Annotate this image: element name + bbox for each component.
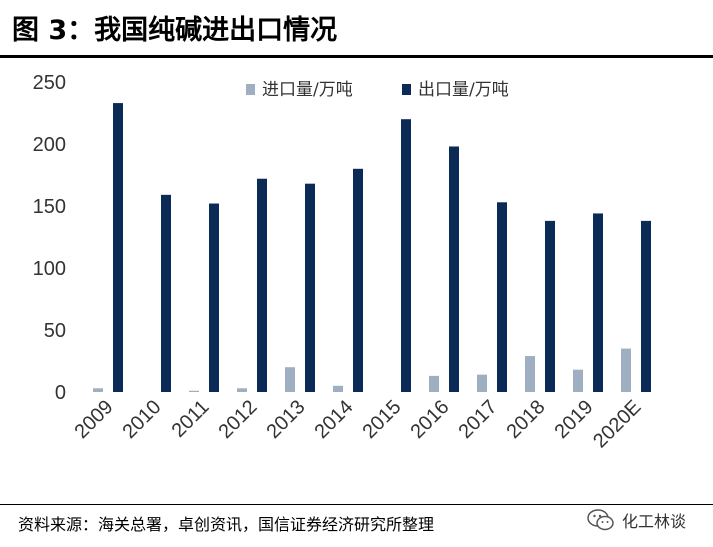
import-bar (573, 369, 583, 392)
import-bar (477, 374, 487, 392)
x-tick-label: 2009 (71, 396, 118, 443)
legend-swatch (246, 84, 255, 95)
export-bar (257, 178, 267, 392)
y-tick-label: 50 (44, 320, 66, 342)
legend-swatch (402, 84, 411, 95)
x-tick-label: 2020E (589, 396, 645, 452)
export-bar (641, 220, 651, 392)
y-tick-label: 200 (33, 134, 66, 156)
import-bar (285, 367, 295, 392)
export-bar (305, 183, 315, 392)
figure-title: 图 3：我国纯碱进出口情况 (12, 15, 338, 46)
x-tick-label: 2013 (263, 396, 310, 443)
x-tick-label: 2017 (455, 396, 502, 443)
import-bar (93, 388, 103, 392)
export-bar (209, 203, 219, 392)
export-bar (401, 119, 411, 392)
x-tick-label: 2014 (311, 396, 358, 443)
export-bar (593, 213, 603, 392)
legend-label: 进口量/万吨 (262, 80, 353, 100)
y-tick-label: 150 (33, 196, 66, 218)
watermark-text: 化工林谈 (622, 512, 687, 531)
watermark: 化工林谈 (586, 508, 686, 532)
import-bar (237, 388, 247, 392)
export-bar (545, 220, 555, 392)
x-tick-label: 2012 (215, 396, 262, 443)
export-bar (449, 146, 459, 392)
legend-label: 出口量/万吨 (418, 80, 509, 100)
source-note: 资料来源：海关总署，卓创资讯，国信证券经济研究所整理 (18, 515, 435, 534)
export-bar (113, 103, 123, 392)
y-tick-label: 100 (33, 258, 66, 280)
x-tick-label: 2011 (168, 396, 214, 442)
source-divider (0, 504, 713, 505)
export-bar (353, 168, 363, 392)
title-divider (0, 55, 713, 58)
import-bar (189, 390, 199, 392)
import-bar (429, 375, 439, 392)
import-bar (525, 356, 535, 392)
x-tick-label: 2015 (359, 396, 406, 443)
import-bar (621, 348, 631, 392)
x-tick-label: 2016 (407, 396, 454, 443)
wechat-icon (587, 509, 614, 531)
y-tick-label: 250 (33, 72, 66, 94)
export-bar (497, 202, 507, 392)
x-tick-label: 2010 (119, 396, 166, 443)
y-tick-label: 0 (55, 382, 66, 404)
x-tick-label: 2018 (503, 396, 550, 443)
import-bar (333, 385, 343, 392)
export-bar (161, 194, 171, 392)
